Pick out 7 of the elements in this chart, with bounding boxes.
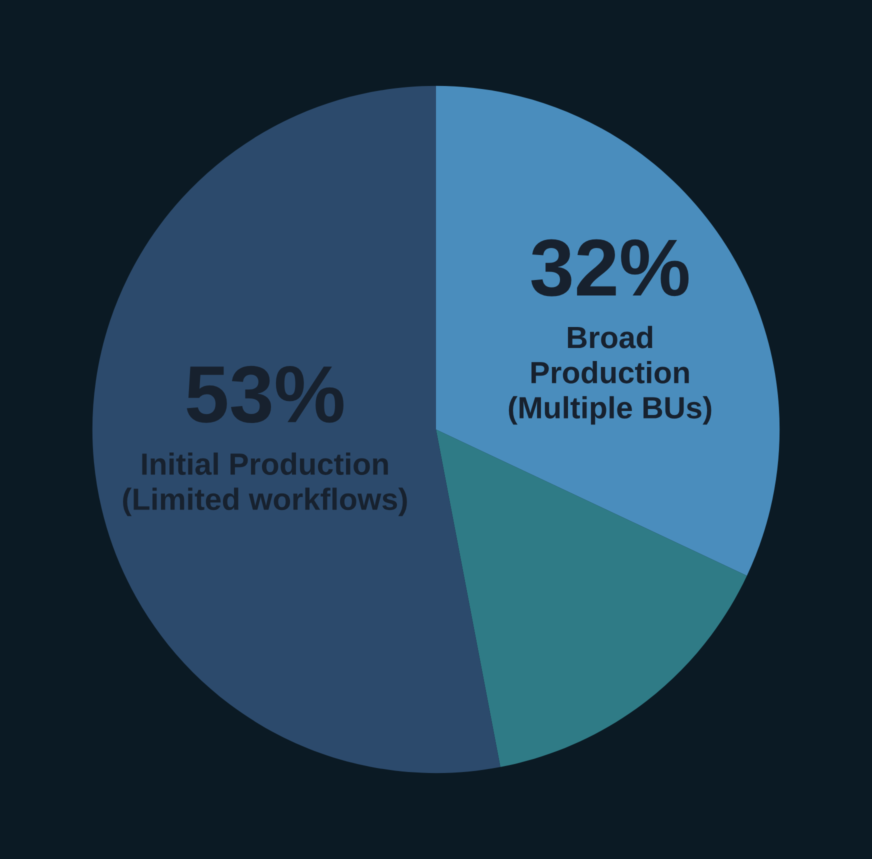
pie-slice [436, 430, 747, 768]
pie-slice [92, 86, 500, 774]
slice-label: Broad Production (Multiple BUs) [508, 326, 712, 425]
pie-slice [436, 86, 780, 576]
data-label: 32% [531, 239, 689, 296]
data-label: 53% [186, 366, 344, 423]
slice-label: Initial Production (Limited workflows) [123, 452, 407, 516]
